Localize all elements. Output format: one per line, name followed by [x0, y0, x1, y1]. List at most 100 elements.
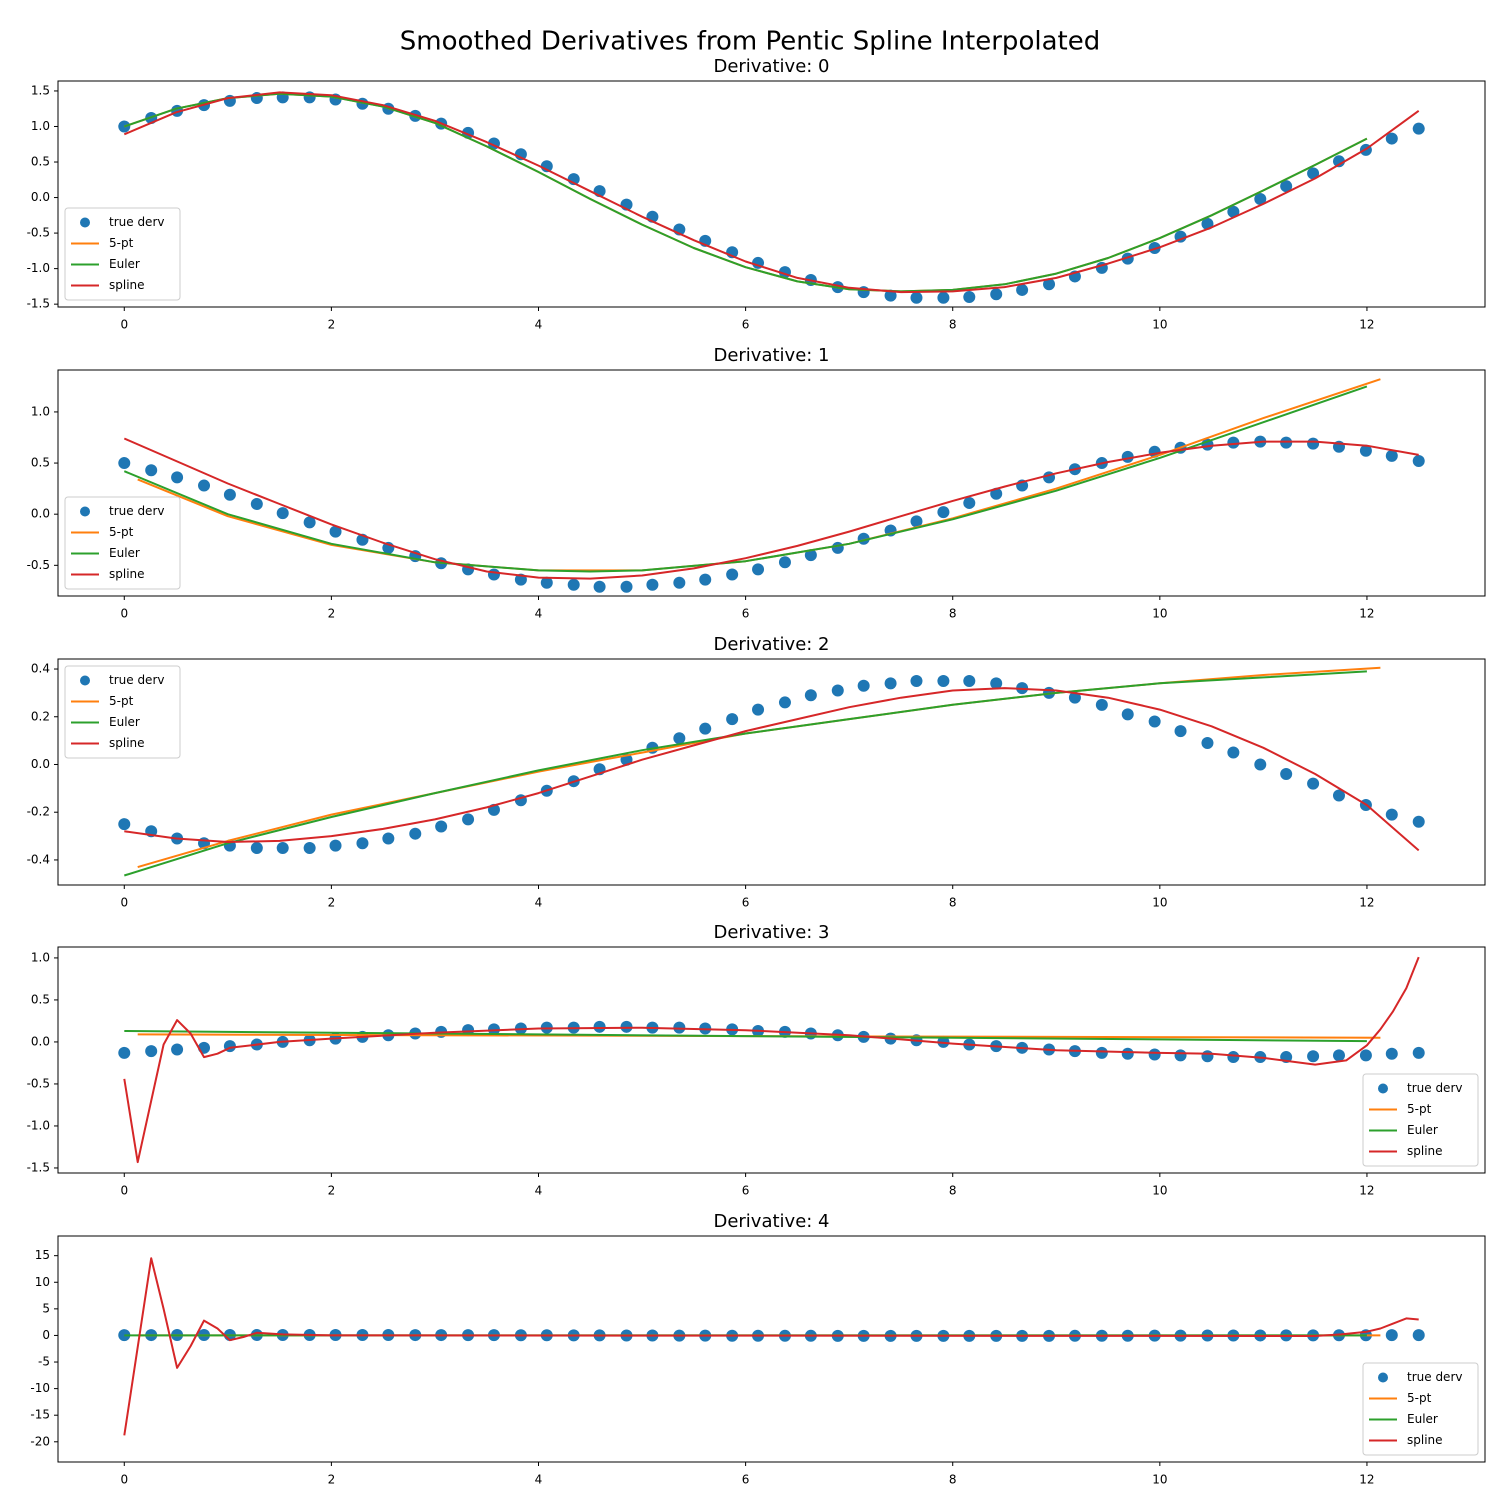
- data-point: [884, 289, 897, 302]
- y-tick-label: 0.5: [31, 456, 50, 470]
- data-point: [937, 291, 950, 304]
- x-tick-label: 8: [949, 1184, 957, 1198]
- y-tick-label: 1.0: [31, 404, 50, 418]
- data-point: [1227, 205, 1240, 218]
- data-point: [118, 457, 131, 470]
- legend-label: true derv: [109, 215, 164, 229]
- legend-label: true derv: [1407, 1081, 1462, 1095]
- data-point: [831, 684, 844, 697]
- data-point: [1412, 455, 1425, 468]
- y-tick-label: -15: [30, 1408, 50, 1422]
- data-point: [1227, 1051, 1240, 1064]
- data-point: [329, 839, 342, 852]
- y-tick-label: 0.0: [31, 1034, 50, 1048]
- data-point: [1385, 449, 1398, 462]
- data-point: [1121, 1047, 1134, 1060]
- data-point: [857, 679, 870, 692]
- data-point: [356, 837, 369, 850]
- subplot-title: Derivative: 4: [713, 1211, 829, 1232]
- legend: true derv 5-pt Euler spline: [64, 665, 181, 759]
- y-tick-label: 0.0: [31, 190, 50, 204]
- data-point: [276, 842, 289, 855]
- x-tick-label: 8: [949, 1473, 957, 1487]
- data-point: [1254, 758, 1267, 771]
- x-tick-label: 4: [535, 607, 543, 621]
- y-tick-label: -20: [30, 1434, 50, 1448]
- x-tick-label: 8: [949, 607, 957, 621]
- data-point: [673, 576, 686, 589]
- data-point: [963, 496, 976, 509]
- data-point: [1148, 715, 1161, 728]
- y-tick-label: -1.0: [27, 261, 50, 275]
- x-tick-label: 0: [120, 318, 128, 332]
- data-point: [223, 488, 236, 501]
- x-tick-label: 0: [120, 1473, 128, 1487]
- y-tick-label: 1.5: [31, 83, 50, 97]
- x-tick-label: 8: [949, 896, 957, 910]
- data-point: [118, 818, 131, 831]
- data-point: [1359, 444, 1372, 457]
- data-point: [884, 677, 897, 690]
- plot-frame: [57, 1235, 1486, 1463]
- y-tick-label: -1.5: [27, 1160, 50, 1174]
- subplot-title: Derivative: 3: [713, 922, 829, 943]
- legend-label: spline: [1407, 1144, 1443, 1158]
- subplot: Derivative: 4 0 2 4 6 8 10 12 -20 -15 -10 -5 0 5 10 15 t…: [30, 1211, 1486, 1487]
- y-tick-label: 0.4: [31, 662, 50, 676]
- x-tick-label: 8: [949, 318, 957, 332]
- x-tick-label: 10: [1152, 318, 1167, 332]
- data-point: [1254, 192, 1267, 205]
- x-tick-label: 2: [328, 896, 336, 910]
- subplot-title: Derivative: 1: [713, 345, 829, 366]
- data-point: [1332, 789, 1345, 802]
- legend-label: 5-pt: [109, 525, 134, 539]
- data-point: [804, 549, 817, 562]
- data-point: [567, 578, 580, 591]
- plot-frame: [57, 369, 1486, 597]
- data-line: [124, 1030, 1367, 1043]
- y-tick-label: 0.2: [31, 709, 50, 723]
- legend-marker: [1378, 1372, 1388, 1383]
- legend-label: Euler: [109, 546, 140, 560]
- y-tick-label: -0.4: [27, 852, 50, 866]
- data-point: [804, 689, 817, 702]
- data-point: [1307, 1050, 1320, 1063]
- legend-label: spline: [1407, 1433, 1443, 1447]
- data-line: [124, 687, 1420, 852]
- data-point: [171, 471, 184, 484]
- x-tick-label: 4: [535, 1184, 543, 1198]
- subplot-title: Derivative: 0: [713, 56, 829, 77]
- legend-box: [64, 665, 181, 759]
- legend-label: 5-pt: [109, 236, 134, 250]
- data-point: [593, 580, 606, 593]
- y-tick-label: -10: [30, 1381, 50, 1395]
- data-point: [1174, 1049, 1187, 1062]
- data-point: [1385, 808, 1398, 821]
- x-tick-label: 10: [1152, 607, 1167, 621]
- x-tick-label: 6: [742, 607, 750, 621]
- x-tick-label: 12: [1359, 607, 1374, 621]
- x-tick-label: 10: [1152, 1473, 1167, 1487]
- x-tick-label: 12: [1359, 896, 1374, 910]
- data-point: [1280, 436, 1293, 449]
- data-point: [778, 696, 791, 709]
- legend: true derv 5-pt Euler spline: [1362, 1362, 1479, 1456]
- legend-box: [1362, 1362, 1479, 1456]
- data-point: [145, 1045, 158, 1058]
- x-tick-label: 10: [1152, 1184, 1167, 1198]
- data-point: [1307, 437, 1320, 450]
- x-tick-label: 0: [120, 1184, 128, 1198]
- data-point: [1412, 815, 1425, 828]
- x-tick-label: 6: [742, 1184, 750, 1198]
- y-tick-label: -1.5: [27, 297, 50, 311]
- data-point: [487, 568, 500, 581]
- x-tick-label: 12: [1359, 318, 1374, 332]
- x-tick-label: 6: [742, 318, 750, 332]
- data-line: [124, 670, 1367, 877]
- legend-label: true derv: [109, 504, 164, 518]
- x-tick-label: 2: [328, 1473, 336, 1487]
- data-point: [910, 291, 923, 304]
- data-point: [540, 576, 553, 589]
- data-point: [1043, 278, 1056, 291]
